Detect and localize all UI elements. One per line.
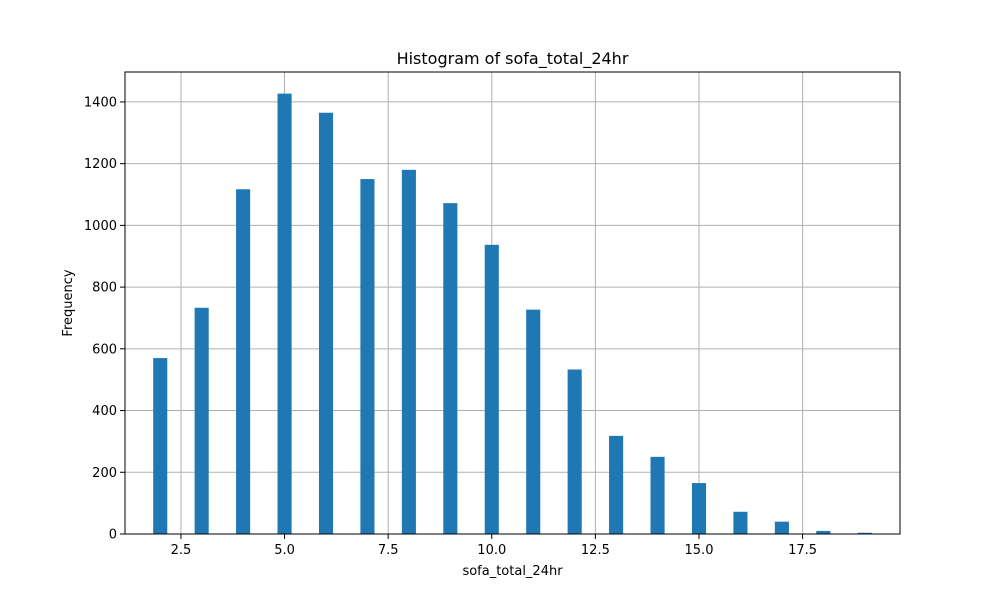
x-tick-label: 12.5 <box>581 543 610 558</box>
x-tick-label: 5.0 <box>274 543 295 558</box>
histogram-bar <box>401 169 416 534</box>
histogram-bar <box>194 307 209 534</box>
histogram-bar <box>484 244 499 534</box>
histogram-bar <box>691 483 707 534</box>
y-tick-label: 800 <box>92 281 117 296</box>
chart-title: Histogram of sofa_total_24hr <box>397 49 629 69</box>
y-tick-label: 1200 <box>84 157 117 172</box>
histogram-bar <box>153 358 168 534</box>
histogram-bar <box>277 93 292 534</box>
y-tick-label: 400 <box>92 404 117 419</box>
histogram-bar <box>733 511 748 534</box>
histogram-bar <box>360 179 375 534</box>
histogram-bar <box>650 456 665 534</box>
y-tick-label: 0 <box>109 528 117 543</box>
histogram-bar <box>609 435 624 534</box>
grid-lines <box>125 72 900 535</box>
x-axis-label: sofa_total_24hr <box>462 564 563 579</box>
x-axis-ticks: 2.5 5.0 7.5 10.0 12.5 15.0 17.5 <box>171 534 817 558</box>
y-tick-label: 1400 <box>84 95 117 110</box>
histogram-bar <box>567 369 582 534</box>
x-tick-label: 15.0 <box>685 543 714 558</box>
histogram-bar <box>816 530 831 534</box>
histogram-bar <box>236 189 251 535</box>
x-tick-label: 17.5 <box>788 543 817 558</box>
histogram-bar <box>443 203 458 534</box>
histogram-bars <box>153 93 872 535</box>
x-tick-label: 7.5 <box>378 543 399 558</box>
histogram-bar <box>318 112 334 534</box>
y-tick-label: 1000 <box>84 219 117 234</box>
histogram-bar <box>774 521 789 534</box>
x-tick-label: 10.0 <box>477 543 506 558</box>
y-axis-ticks: 0 200 400 600 800 1000 1200 1400 <box>84 95 125 543</box>
y-axis-label: Frequency <box>61 269 76 336</box>
y-tick-label: 600 <box>92 342 117 357</box>
x-tick-label: 2.5 <box>171 543 192 558</box>
histogram-bar <box>857 532 872 534</box>
plot-area-frame <box>124 71 901 535</box>
y-tick-label: 200 <box>92 466 117 481</box>
histogram-bar <box>526 309 541 534</box>
